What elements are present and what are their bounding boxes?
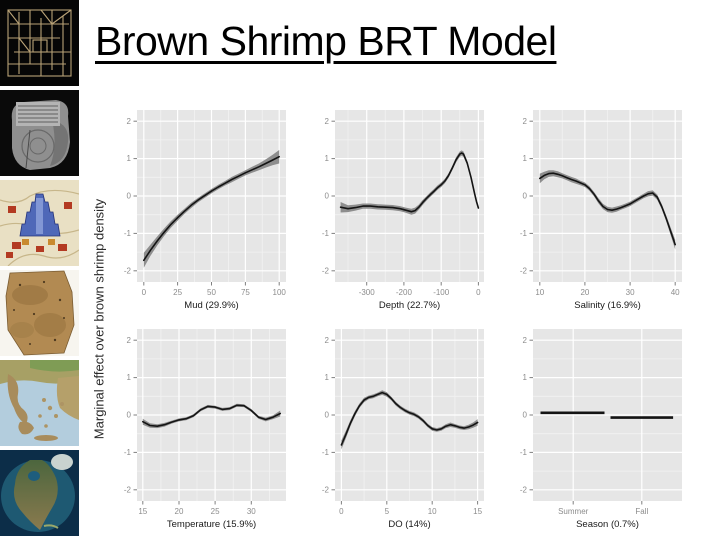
- svg-text:0: 0: [523, 192, 528, 201]
- svg-text:DO (14%): DO (14%): [388, 519, 430, 530]
- svg-text:-1: -1: [520, 448, 528, 457]
- svg-text:0: 0: [325, 192, 330, 201]
- svg-text:15: 15: [138, 507, 147, 516]
- sidebar-image-strip: [0, 0, 79, 540]
- svg-text:-1: -1: [322, 448, 330, 457]
- svg-text:25: 25: [211, 507, 220, 516]
- svg-text:15: 15: [473, 507, 482, 516]
- svg-text:Depth (22.7%): Depth (22.7%): [379, 300, 440, 311]
- cuneiform-grid-art: [0, 0, 79, 86]
- svg-text:Summer: Summer: [558, 507, 589, 516]
- plot-svg: -2 -1 0 1 2 Summer Fall Season (0.7%): [520, 329, 682, 530]
- svg-text:0: 0: [142, 288, 147, 297]
- greece-relief-map-image: [0, 360, 79, 446]
- svg-text:40: 40: [671, 288, 680, 297]
- svg-text:20: 20: [175, 507, 184, 516]
- svg-text:-2: -2: [520, 485, 528, 494]
- svg-text:-300: -300: [359, 288, 376, 297]
- svg-text:-2: -2: [322, 485, 330, 494]
- svg-text:5: 5: [385, 507, 390, 516]
- ancient-cuneiform-grid-map-image: [0, 0, 79, 86]
- svg-text:1: 1: [523, 154, 528, 163]
- medieval-map-art: [0, 180, 79, 266]
- svg-text:75: 75: [241, 288, 250, 297]
- svg-text:25: 25: [173, 288, 182, 297]
- svg-text:2: 2: [523, 336, 528, 345]
- svg-text:Fall: Fall: [635, 507, 648, 516]
- plot-mud: -2 -1 0 1 2 0 25 50 75 100 Mud (29.9%): [102, 100, 300, 319]
- svg-text:0: 0: [523, 411, 528, 420]
- svg-text:0: 0: [325, 411, 330, 420]
- svg-text:Salinity (16.9%): Salinity (16.9%): [574, 300, 641, 311]
- parchment-art: [0, 270, 79, 356]
- svg-text:-2: -2: [124, 485, 132, 494]
- svg-text:0: 0: [339, 507, 344, 516]
- svg-text:0: 0: [127, 411, 132, 420]
- plot-do: -2 -1 0 1 2 0 5 10 15 DO (14%): [300, 319, 498, 538]
- svg-text:30: 30: [626, 288, 635, 297]
- svg-text:-2: -2: [322, 266, 330, 275]
- svg-text:100: 100: [273, 288, 287, 297]
- plot-salinity: -2 -1 0 1 2 10 20 30 40 Salinity (16.9%): [498, 100, 696, 319]
- plot-svg: -2 -1 0 1 2 0 5 10 15 DO (14%): [322, 329, 484, 530]
- svg-text:-1: -1: [124, 229, 132, 238]
- plot-svg: -2 -1 0 1 2 15 20 25 30 Temperature (15.9%): [124, 329, 286, 530]
- plot-svg: -2 -1 0 1 2 -300 -200 -100 0 Depth (22.7%): [322, 110, 484, 311]
- svg-text:1: 1: [127, 373, 132, 382]
- svg-text:-2: -2: [520, 266, 528, 275]
- svg-text:30: 30: [247, 507, 256, 516]
- svg-text:10: 10: [535, 288, 544, 297]
- plot-svg: -2 -1 0 1 2 0 25 50 75 100 Mud (29.9%): [124, 110, 287, 311]
- svg-text:1: 1: [127, 154, 132, 163]
- svg-text:2: 2: [127, 117, 132, 126]
- svg-text:-100: -100: [433, 288, 450, 297]
- babylonian-world-map-tablet-image: [0, 90, 79, 176]
- svg-text:-1: -1: [124, 448, 132, 457]
- svg-text:0: 0: [127, 192, 132, 201]
- plot-svg: -2 -1 0 1 2 10 20 30 40 Salinity (16.9%): [520, 110, 682, 311]
- svg-text:2: 2: [325, 117, 330, 126]
- parchment-map-fragment-image: [0, 270, 79, 356]
- greece-map-art: [0, 360, 79, 446]
- svg-text:Temperature (15.9%): Temperature (15.9%): [167, 519, 256, 530]
- svg-text:1: 1: [325, 154, 330, 163]
- plot-grid: -2 -1 0 1 2 0 25 50 75 100 Mud (29.9%) -2 -1 0 1 2 -300…: [102, 100, 696, 538]
- plot-depth: -2 -1 0 1 2 -300 -200 -100 0 Depth (22.7%): [300, 100, 498, 319]
- svg-text:-2: -2: [124, 266, 132, 275]
- svg-text:2: 2: [127, 336, 132, 345]
- svg-text:2: 2: [523, 117, 528, 126]
- svg-text:10: 10: [428, 507, 437, 516]
- svg-text:Season (0.7%): Season (0.7%): [576, 519, 639, 530]
- satellite-art: [0, 450, 79, 536]
- svg-text:-1: -1: [520, 229, 528, 238]
- svg-text:2: 2: [325, 336, 330, 345]
- slide-title: Brown Shrimp BRT Model: [95, 18, 557, 64]
- svg-text:50: 50: [207, 288, 216, 297]
- plot-temperature: -2 -1 0 1 2 15 20 25 30 Temperature (15.9%): [102, 319, 300, 538]
- svg-text:0: 0: [476, 288, 481, 297]
- north-america-satellite-map-image: [0, 450, 79, 536]
- plot-season: -2 -1 0 1 2 Summer Fall Season (0.7%): [498, 319, 696, 538]
- svg-text:1: 1: [325, 373, 330, 382]
- svg-text:Mud (29.9%): Mud (29.9%): [184, 300, 238, 311]
- svg-text:1: 1: [523, 373, 528, 382]
- medieval-tower-of-babel-map-image: [0, 180, 79, 266]
- svg-text:20: 20: [580, 288, 589, 297]
- svg-text:-200: -200: [396, 288, 413, 297]
- stone-tablet-art: [0, 90, 79, 176]
- svg-text:-1: -1: [322, 229, 330, 238]
- brt-partial-dependence-figure: Marginal effect over brown shrimp densit…: [86, 100, 716, 538]
